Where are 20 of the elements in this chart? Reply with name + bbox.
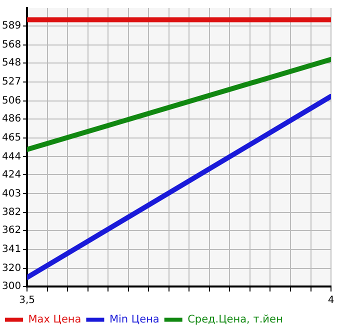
legend-label: Сред.Цена, т.йен	[188, 313, 283, 326]
y-tick-label: 444	[2, 151, 22, 162]
x-tick-label: 3,5	[19, 295, 36, 306]
y-tick-label: 486	[2, 113, 22, 124]
y-tick-label: 403	[2, 188, 22, 200]
y-tick-label: 362	[2, 225, 22, 236]
y-tick-label: 506	[2, 95, 22, 106]
legend-label: Min Цена	[109, 313, 160, 326]
y-tick-label: 527	[2, 76, 22, 88]
y-tick-label: 424	[2, 169, 22, 180]
x-tick-label: 4	[328, 295, 334, 306]
legend-label: Max Цена	[28, 313, 82, 326]
y-tick-label: 382	[2, 207, 22, 218]
y-tick-label: 589	[2, 20, 22, 32]
y-tick-label: 341	[2, 244, 22, 256]
y-tick-label: 465	[2, 132, 22, 144]
y-tick-label: 568	[2, 40, 22, 51]
y-tick-label: 320	[2, 263, 22, 274]
y-tick-label: 548	[2, 58, 22, 69]
y-tick-label: 300	[2, 281, 22, 292]
